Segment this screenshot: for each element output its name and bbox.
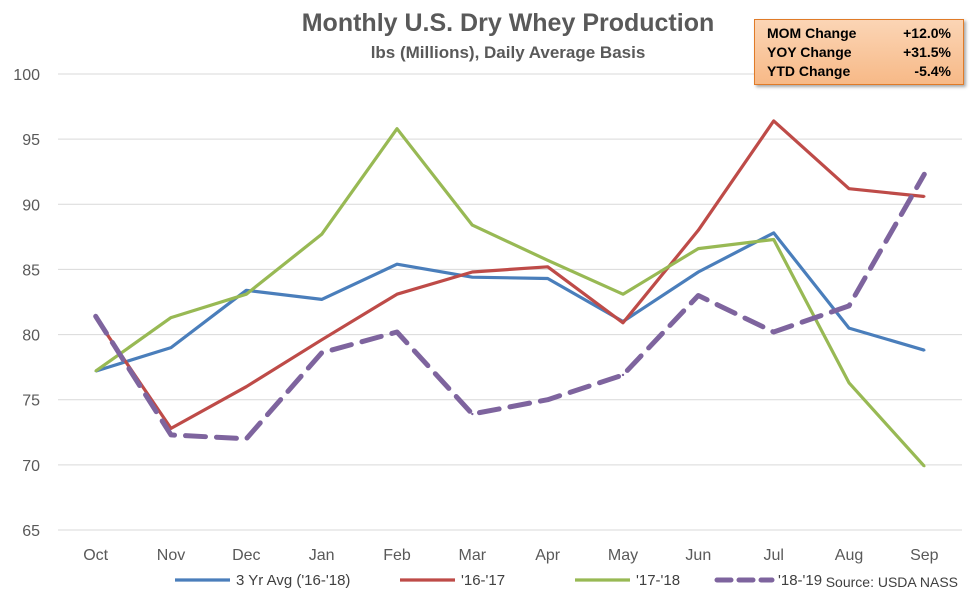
- data-point: [245, 289, 248, 292]
- data-point: [621, 373, 625, 377]
- y-tick-label: 95: [22, 132, 40, 149]
- data-point: [847, 381, 851, 384]
- data-point: [546, 277, 549, 280]
- data-point: [546, 265, 549, 269]
- chart-title: Monthly U.S. Dry Whey Production: [302, 9, 715, 37]
- data-point: [471, 223, 474, 227]
- data-point: [471, 270, 474, 274]
- series-lines: [93, 119, 927, 468]
- series-line-1: [94, 119, 925, 430]
- x-tick-label: Oct: [83, 547, 108, 564]
- stats-value: -5.4%: [914, 63, 951, 79]
- data-point: [395, 292, 399, 296]
- data-point: [847, 304, 851, 308]
- stats-row-ytd: YTD Change -5.4%: [767, 62, 951, 81]
- data-point: [169, 433, 173, 437]
- data-point: [621, 321, 625, 325]
- data-point: [923, 464, 926, 468]
- data-point: [697, 270, 700, 274]
- data-point: [94, 315, 97, 318]
- data-point: [923, 349, 926, 352]
- series-line-3: [93, 171, 927, 442]
- data-point: [395, 330, 399, 334]
- x-tick-label: Jan: [309, 547, 335, 564]
- data-point: [697, 247, 700, 250]
- data-point: [471, 276, 474, 279]
- data-point: [772, 238, 775, 241]
- data-point: [847, 326, 851, 330]
- y-tick-label: 90: [22, 197, 40, 214]
- change-stats-box: MOM Change +12.0% YOY Change +31.5% YTD …: [754, 19, 964, 85]
- data-point: [320, 338, 323, 341]
- data-point: [94, 369, 97, 373]
- stats-row-mom: MOM Change +12.0%: [767, 24, 951, 43]
- data-point: [169, 427, 173, 430]
- data-point: [546, 398, 549, 401]
- data-point: [697, 294, 700, 297]
- data-point: [772, 231, 775, 235]
- data-point: [395, 263, 399, 266]
- data-point: [772, 330, 775, 334]
- x-tick-label: Dec: [232, 547, 260, 564]
- data-point: [923, 195, 926, 198]
- data-point: [395, 127, 399, 130]
- stats-label: MOM Change: [767, 25, 857, 41]
- x-tick-label: Feb: [383, 547, 411, 564]
- data-point: [320, 233, 323, 236]
- data-point: [697, 229, 700, 232]
- y-axis-ticks: 65 70 75 80 85 90 95 100: [13, 67, 40, 540]
- x-axis-ticks: Oct Nov Dec Jan Feb Mar Apr May Jun Jul Aug Sep: [83, 547, 938, 564]
- chart-subtitle: lbs (Millions), Daily Average Basis: [371, 43, 646, 62]
- data-point: [169, 346, 173, 349]
- stats-label: YTD Change: [767, 63, 851, 79]
- y-tick-label: 70: [22, 458, 40, 475]
- legend-label: '18-'19: [778, 572, 822, 589]
- x-tick-label: Nov: [157, 547, 185, 564]
- data-point: [923, 173, 926, 176]
- x-tick-label: Mar: [459, 547, 487, 564]
- data-point: [245, 385, 248, 388]
- y-tick-label: 100: [13, 67, 40, 84]
- legend-label: 3 Yr Avg ('16-'18): [236, 572, 350, 589]
- legend-label: '17-'18: [636, 572, 680, 589]
- legend-label: '16-'17: [461, 572, 505, 589]
- x-tick-label: Sep: [910, 547, 939, 564]
- stats-row-yoy: YOY Change +31.5%: [767, 43, 951, 62]
- x-tick-label: Apr: [535, 547, 561, 564]
- data-point: [621, 292, 625, 296]
- data-point: [847, 187, 851, 190]
- stats-label: YOY Change: [767, 44, 852, 60]
- source-note: Source: USDA NASS: [826, 574, 958, 590]
- data-point: [772, 119, 775, 123]
- y-tick-label: 75: [22, 393, 40, 410]
- data-point: [245, 437, 248, 440]
- stats-value: +31.5%: [903, 44, 951, 60]
- y-tick-label: 65: [22, 523, 40, 540]
- series-line-0: [95, 231, 925, 373]
- legend: 3 Yr Avg ('16-'18) '16-'17 '17-'18 '18-'19: [175, 572, 822, 589]
- data-point: [320, 351, 323, 355]
- data-point: [546, 259, 549, 262]
- x-tick-label: Jul: [763, 547, 783, 564]
- data-point: [245, 292, 248, 296]
- x-tick-label: May: [608, 547, 638, 564]
- y-tick-label: 85: [22, 262, 40, 279]
- y-tick-label: 80: [22, 328, 40, 345]
- x-tick-label: Aug: [835, 547, 863, 564]
- series-line-2: [94, 127, 926, 468]
- data-point: [320, 298, 323, 301]
- data-point: [169, 316, 173, 319]
- data-point: [471, 412, 474, 416]
- stats-value: +12.0%: [903, 25, 951, 41]
- x-tick-label: Jun: [685, 547, 711, 564]
